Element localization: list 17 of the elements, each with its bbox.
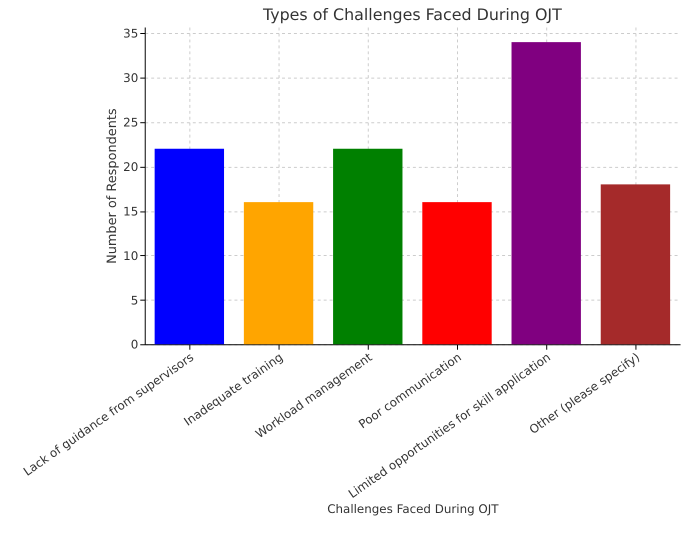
chart-title: Types of Challenges Faced During OJT <box>262 5 562 24</box>
y-axis-title: Number of Respondents <box>105 108 120 264</box>
bar <box>512 42 581 344</box>
y-tick-label: 10 <box>123 248 138 263</box>
y-tick-label: 35 <box>123 26 138 41</box>
y-tick-label: 0 <box>130 338 138 352</box>
y-tick-label: 30 <box>123 71 138 86</box>
bar <box>154 148 224 344</box>
y-tick-label: 5 <box>130 293 138 308</box>
y-tick-label: 15 <box>123 204 138 218</box>
y-tick-label: 25 <box>123 116 138 130</box>
bar <box>600 184 670 344</box>
x-axis-title: Challenges Faced During OJT <box>327 502 500 516</box>
bar <box>244 202 314 344</box>
bar <box>333 148 402 344</box>
bar <box>422 202 492 344</box>
y-tick-label: 20 <box>123 160 138 174</box>
